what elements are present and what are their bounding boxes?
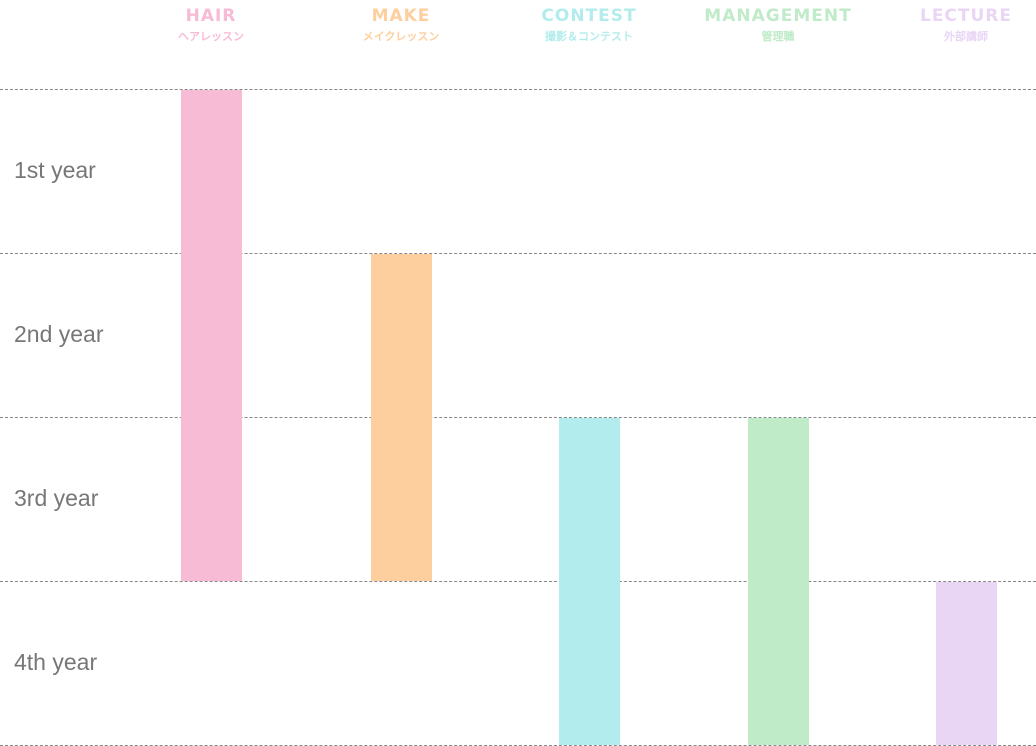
header-title: CONTEST: [541, 6, 637, 26]
bar-management: [748, 418, 809, 745]
bar-hair: [181, 90, 242, 581]
grid-line: [0, 253, 1036, 254]
header-title: LECTURE: [919, 6, 1013, 26]
grid-line: [0, 417, 1036, 418]
header-subtitle: ヘアレッスン: [178, 30, 244, 43]
header-title: HAIR: [185, 6, 237, 26]
header-subtitle: 管理職: [761, 30, 795, 43]
bar-make: [371, 254, 432, 581]
row-label: 1st year: [14, 157, 96, 183]
grid-line: [0, 581, 1036, 582]
column-header: MAKE メイクレッスン: [301, 6, 501, 44]
bar-contest: [559, 418, 620, 745]
grid-line: [0, 89, 1036, 90]
header-subtitle: 撮影＆コンテスト: [545, 30, 633, 43]
header-subtitle: メイクレッスン: [362, 30, 440, 43]
row-label: 4th year: [14, 649, 98, 675]
row-label: 3rd year: [14, 485, 99, 511]
row-label: 2nd year: [14, 321, 104, 347]
bar-lecture: [936, 582, 997, 745]
header-subtitle: 外部講師: [944, 30, 988, 43]
column-header: LECTURE 外部講師: [866, 6, 1036, 44]
column-header: CONTEST 撮影＆コンテスト: [489, 6, 689, 44]
column-header: HAIR ヘアレッスン: [111, 6, 311, 44]
header-title: MANAGEMENT: [704, 6, 852, 26]
header-title: MAKE: [371, 6, 431, 26]
column-header: MANAGEMENT 管理職: [678, 6, 878, 44]
